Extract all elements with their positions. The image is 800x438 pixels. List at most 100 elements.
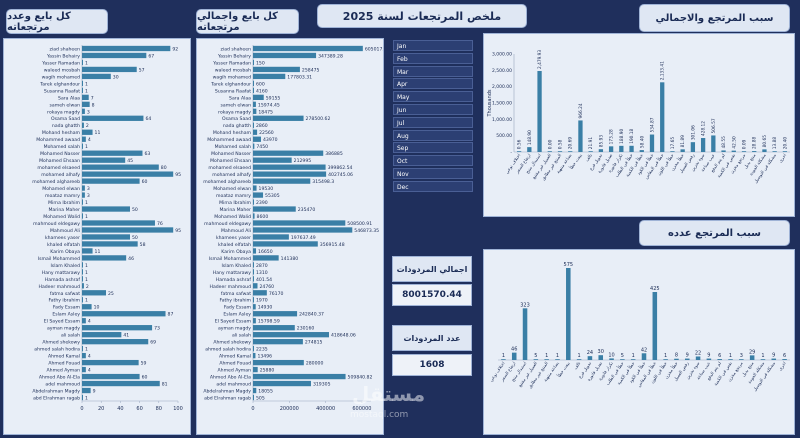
category-label: fatma safwat — [221, 291, 251, 297]
returns-count-label: عدد المردودات — [392, 325, 472, 351]
data-label: 1970 — [256, 298, 268, 304]
category-label: Ahmed shekowy — [42, 340, 80, 346]
data-label: 46 — [128, 256, 134, 262]
month-item-mar[interactable]: Mar — [393, 65, 473, 77]
data-label: 301.06 — [690, 125, 696, 140]
tick-label: 2,000.00 — [492, 84, 512, 90]
month-item-oct[interactable]: Oct — [393, 155, 473, 167]
month-item-apr[interactable]: Apr — [393, 78, 473, 90]
tick-label: 1,000.00 — [492, 117, 512, 123]
data-label: 600 — [256, 81, 265, 87]
category-label: Mohamed elwan — [42, 186, 80, 192]
data-label: 141380 — [281, 256, 299, 262]
bar — [522, 308, 528, 360]
bar — [82, 332, 122, 338]
bar — [253, 136, 261, 142]
category-label: Hany mattarawy — [42, 270, 81, 276]
category-label: Ahmed Ayman — [218, 368, 252, 374]
data-label: 428.12 — [701, 121, 707, 136]
tick-label: 100 — [173, 406, 183, 412]
data-label: 1 — [85, 60, 88, 66]
bar — [253, 129, 258, 135]
bar — [728, 359, 733, 360]
bar — [82, 387, 91, 394]
bar — [82, 52, 147, 59]
bar — [253, 52, 317, 59]
data-label: 7 — [91, 95, 94, 101]
month-item-nov[interactable]: Nov — [393, 167, 473, 179]
category-label: rokaya magdy — [47, 109, 80, 115]
category-label: ali salah — [61, 333, 80, 339]
category-label: mahmoud eldegawy — [204, 221, 251, 227]
tick-label: 40 — [117, 406, 123, 412]
y-axis-title: Thousands — [487, 89, 493, 117]
tick-label: 600000 — [352, 406, 371, 412]
returns-count-value: 1608 — [392, 354, 472, 376]
month-item-jan[interactable]: Jan — [393, 40, 473, 51]
data-label: 30 — [598, 349, 604, 355]
month-item-aug[interactable]: Aug — [393, 129, 473, 141]
reason-count-title-box: سبب المرتجع عدده — [639, 220, 790, 246]
month-item-jul[interactable]: Jul — [393, 116, 473, 128]
category-label: El Sayed Essam — [215, 319, 252, 325]
data-label: 575 — [564, 262, 574, 268]
category-label: mohamed alghareeb — [32, 179, 80, 185]
category-label: تالف — [585, 153, 594, 163]
category-label: Tarek elghandour — [210, 81, 251, 87]
count-per-reason-chart-panel: 1 اختلاف نوعي 46 ارتفاع السعر 323 استبدال منت… — [483, 249, 795, 435]
data-label: 177803.31 — [287, 74, 312, 80]
bar — [82, 345, 83, 352]
month-slicer[interactable]: Jan Feb Mar Apr May Jun Jul Aug Sep Oct Nov Dec — [393, 40, 475, 194]
data-label: 2390 — [256, 200, 268, 206]
data-label: 16650 — [258, 249, 273, 255]
tick-label: 80 — [156, 406, 162, 412]
category-label: Susanna Raafat — [44, 88, 80, 94]
bar — [749, 355, 755, 360]
category-label: Mirna Ibrahim — [219, 200, 251, 206]
month-item-jun[interactable]: Jun — [393, 103, 473, 115]
bar — [771, 358, 777, 360]
data-label: 8600 — [257, 214, 269, 220]
category-label: تالف — [573, 361, 582, 371]
category-label: mohamed elsaeed — [37, 165, 80, 171]
bar — [670, 151, 675, 152]
bar — [82, 311, 166, 317]
bar — [253, 318, 256, 324]
month-item-sep[interactable]: Sep — [393, 142, 473, 154]
category-label: Eslam Asley — [223, 312, 251, 318]
data-label: 4160 — [256, 88, 268, 94]
bar — [253, 122, 254, 128]
bar — [82, 199, 83, 205]
bar — [557, 151, 563, 152]
data-label: 1 — [85, 144, 88, 150]
category-label: ahmed salah hodira — [205, 347, 251, 353]
data-label: 1 — [578, 353, 581, 359]
bar — [253, 108, 257, 114]
category-label: Yassin Behairy — [217, 53, 251, 59]
month-item-dec[interactable]: Dec — [393, 180, 473, 192]
data-label: 2,479.93 — [537, 50, 543, 69]
data-label: 546873.35 — [354, 228, 379, 234]
data-label: 1 — [85, 298, 88, 304]
bar — [82, 94, 89, 101]
category-label: Ahmed Fouad — [219, 361, 251, 367]
reason-total-title-box: سبب المرتجع والاجمالي — [639, 4, 790, 32]
bar — [253, 206, 296, 212]
data-label: 15798.59 — [258, 319, 280, 325]
bar — [568, 151, 573, 152]
total-returns-label: اجمالي المردودات — [392, 256, 472, 282]
bar — [82, 248, 93, 254]
month-item-feb[interactable]: Feb — [393, 52, 473, 64]
bar — [253, 269, 254, 275]
tick-label: 60 — [136, 406, 142, 412]
data-label: 18475 — [258, 109, 273, 115]
data-label: 1 — [502, 353, 505, 359]
month-item-may[interactable]: May — [393, 91, 473, 103]
tick-label: 20 — [98, 406, 104, 412]
bar — [253, 45, 363, 52]
data-label: 45 — [127, 158, 133, 164]
bar — [253, 262, 254, 268]
bar — [253, 248, 257, 254]
bar — [619, 145, 624, 152]
category-label: Eslam Asley — [52, 312, 80, 318]
